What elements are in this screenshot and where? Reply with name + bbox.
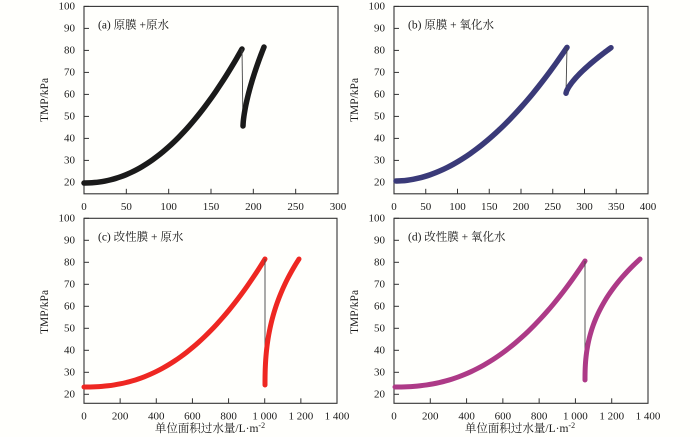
svg-text:40: 40 xyxy=(64,345,76,357)
svg-text:150: 150 xyxy=(481,201,498,213)
svg-text:20: 20 xyxy=(374,389,386,401)
svg-text:100: 100 xyxy=(59,1,76,13)
svg-text:50: 50 xyxy=(64,111,76,123)
svg-text:20: 20 xyxy=(374,177,386,189)
svg-text:250: 250 xyxy=(287,201,304,213)
svg-text:30: 30 xyxy=(64,367,76,379)
svg-text:单位面积过水量/L·m-2: 单位面积过水量/L·m-2 xyxy=(465,421,575,435)
svg-text:100: 100 xyxy=(369,213,386,225)
svg-text:20: 20 xyxy=(64,177,76,189)
svg-text:50: 50 xyxy=(121,201,133,213)
svg-text:600: 600 xyxy=(184,410,201,422)
svg-text:50: 50 xyxy=(64,323,76,335)
svg-text:1 400: 1 400 xyxy=(325,410,350,422)
svg-text:60: 60 xyxy=(374,301,386,313)
svg-text:100: 100 xyxy=(369,1,386,13)
svg-text:0: 0 xyxy=(391,410,397,422)
svg-text:800: 800 xyxy=(531,410,548,422)
svg-text:50: 50 xyxy=(420,201,432,213)
svg-text:(d) 改性膜 + 氧化水: (d) 改性膜 + 氧化水 xyxy=(408,229,506,243)
svg-text:30: 30 xyxy=(374,367,386,379)
svg-text:(b) 原膜 + 氧化水: (b) 原膜 + 氧化水 xyxy=(408,17,495,31)
svg-text:30: 30 xyxy=(374,155,386,167)
svg-text:1 000: 1 000 xyxy=(563,410,588,422)
svg-text:0: 0 xyxy=(81,410,87,422)
svg-text:600: 600 xyxy=(495,410,512,422)
svg-text:150: 150 xyxy=(203,201,220,213)
svg-text:60: 60 xyxy=(64,89,76,101)
svg-text:90: 90 xyxy=(64,235,76,247)
svg-text:TMP/kPa: TMP/kPa xyxy=(39,290,51,334)
svg-text:60: 60 xyxy=(374,89,386,101)
svg-text:40: 40 xyxy=(374,133,386,145)
svg-text:300: 300 xyxy=(576,201,593,213)
svg-text:30: 30 xyxy=(64,155,76,167)
svg-text:TMP/kPa: TMP/kPa xyxy=(349,290,361,334)
svg-text:40: 40 xyxy=(374,345,386,357)
svg-text:50: 50 xyxy=(374,111,386,123)
svg-text:TMP/kPa: TMP/kPa xyxy=(349,78,361,122)
svg-text:1 200: 1 200 xyxy=(599,410,624,422)
svg-text:200: 200 xyxy=(422,410,439,422)
svg-text:90: 90 xyxy=(374,235,386,247)
svg-text:1 400: 1 400 xyxy=(636,410,661,422)
svg-text:60: 60 xyxy=(64,301,76,313)
svg-text:200: 200 xyxy=(513,201,530,213)
svg-text:90: 90 xyxy=(374,23,386,35)
svg-text:200: 200 xyxy=(112,410,129,422)
svg-text:800: 800 xyxy=(220,410,237,422)
svg-text:400: 400 xyxy=(148,410,165,422)
svg-text:50: 50 xyxy=(374,323,386,335)
svg-text:0: 0 xyxy=(81,201,87,213)
svg-text:40: 40 xyxy=(64,133,76,145)
svg-text:TMP/kPa: TMP/kPa xyxy=(39,78,51,122)
svg-text:250: 250 xyxy=(545,201,562,213)
svg-text:80: 80 xyxy=(374,257,386,269)
svg-text:100: 100 xyxy=(449,201,466,213)
svg-text:90: 90 xyxy=(64,23,76,35)
svg-text:20: 20 xyxy=(64,389,76,401)
svg-text:(a) 原膜 +原水: (a) 原膜 +原水 xyxy=(98,17,169,31)
svg-text:100: 100 xyxy=(160,201,177,213)
svg-text:400: 400 xyxy=(458,410,475,422)
svg-text:300: 300 xyxy=(330,201,347,213)
svg-text:0: 0 xyxy=(391,201,397,213)
svg-text:单位面积过水量/L·m-2: 单位面积过水量/L·m-2 xyxy=(155,421,265,435)
svg-text:70: 70 xyxy=(374,279,386,291)
svg-text:350: 350 xyxy=(608,201,625,213)
svg-text:70: 70 xyxy=(64,279,76,291)
svg-text:70: 70 xyxy=(374,67,386,79)
svg-text:80: 80 xyxy=(64,257,76,269)
svg-text:1 200: 1 200 xyxy=(288,410,313,422)
svg-text:(c) 改性膜 + 原水: (c) 改性膜 + 原水 xyxy=(98,229,184,243)
svg-text:400: 400 xyxy=(640,201,657,213)
svg-text:200: 200 xyxy=(245,201,262,213)
svg-text:80: 80 xyxy=(64,45,76,57)
svg-text:100: 100 xyxy=(59,213,76,225)
svg-text:70: 70 xyxy=(64,67,76,79)
svg-text:80: 80 xyxy=(374,45,386,57)
